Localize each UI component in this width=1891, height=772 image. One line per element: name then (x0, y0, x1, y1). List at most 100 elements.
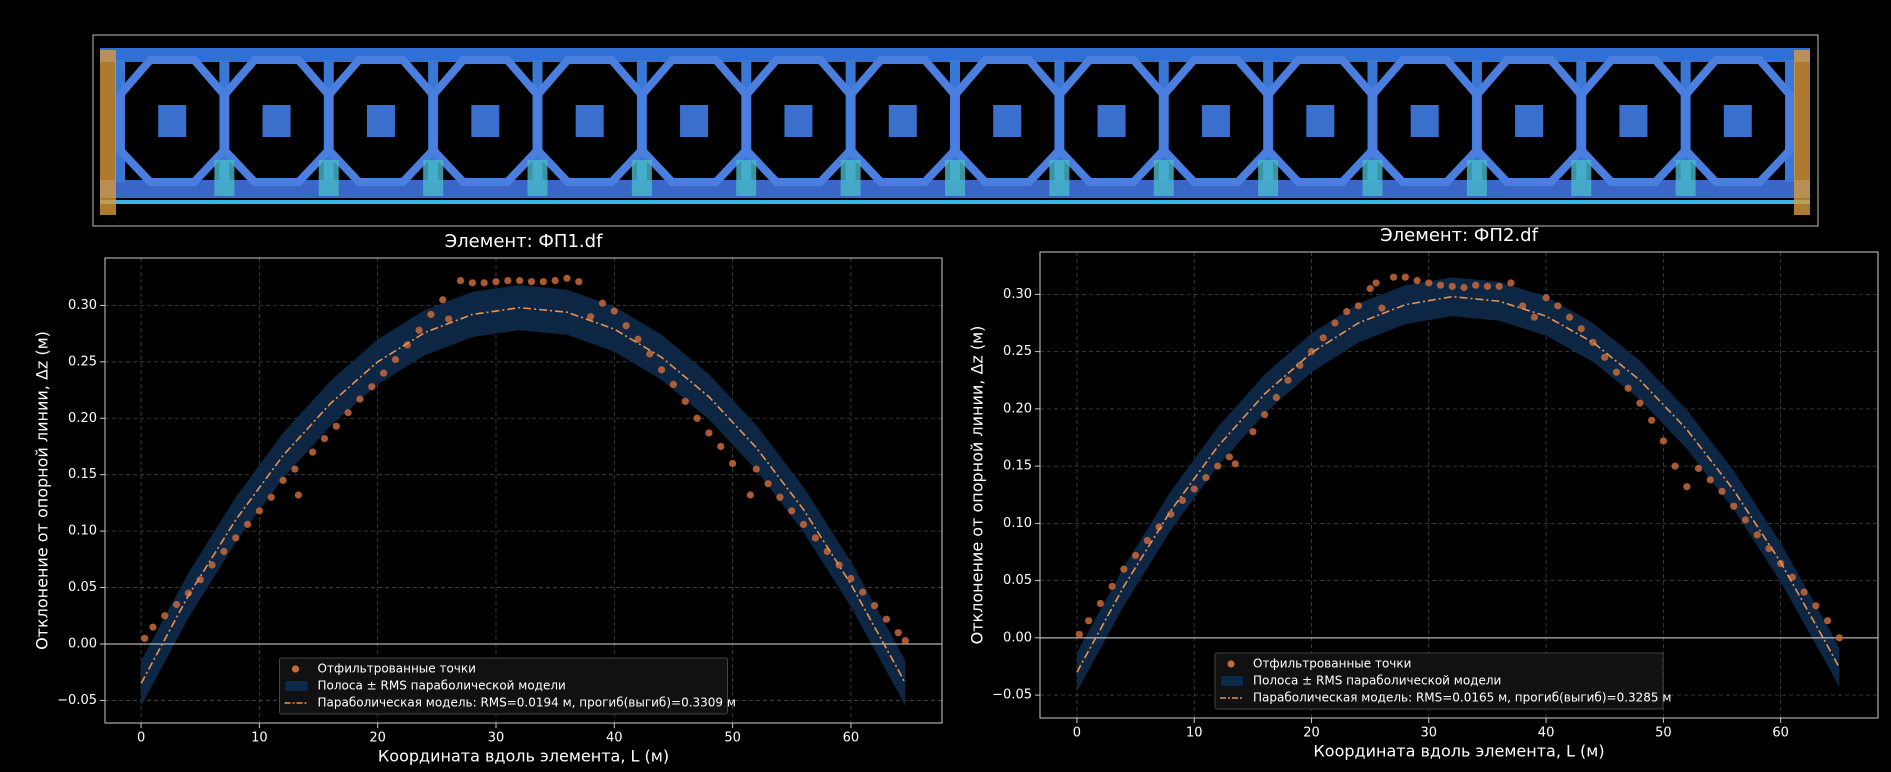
y-tick-label: 0.05 (68, 580, 97, 595)
data-point (1565, 313, 1574, 321)
data-point (1636, 399, 1644, 407)
data-point (1075, 630, 1083, 639)
data-point (184, 589, 193, 597)
gusset (1201, 105, 1230, 137)
data-point (1554, 302, 1562, 310)
plot-frame (1039, 251, 1879, 719)
y-tick-label: 0.25 (68, 354, 97, 369)
data-point (368, 383, 376, 391)
y-tick-label: 0.00 (68, 636, 97, 651)
data-point (811, 534, 820, 542)
data-point (1718, 487, 1726, 495)
data-point (1671, 462, 1679, 470)
data-point (610, 307, 618, 315)
data-point (1272, 393, 1280, 402)
y-tick-label: 0.05 (1003, 573, 1032, 588)
data-point (1390, 273, 1398, 281)
gusset (1515, 105, 1544, 137)
data-point (1448, 282, 1456, 290)
x-tick-label: 40 (606, 731, 623, 746)
data-point (539, 278, 547, 286)
data-point (1401, 273, 1409, 281)
data-point (380, 369, 388, 377)
data-point (1648, 416, 1656, 424)
data-point (243, 520, 252, 528)
data-point (681, 397, 689, 405)
data-point (427, 310, 435, 319)
data-point (1823, 617, 1832, 625)
gusset (680, 105, 709, 137)
data-point (1319, 334, 1327, 342)
end-left (100, 50, 116, 215)
legend-frame (279, 657, 728, 715)
deck-unit (945, 160, 965, 196)
data-point (1231, 460, 1239, 468)
data-point (1624, 384, 1632, 392)
point-cloud-image (92, 34, 1819, 227)
data-point (870, 602, 879, 610)
data-point (705, 429, 713, 437)
data-point (1472, 281, 1480, 289)
data-point (752, 465, 760, 473)
data-point (196, 576, 204, 584)
gusset (1306, 105, 1335, 137)
data-point (516, 276, 524, 285)
data-point (468, 279, 476, 287)
gusset (158, 105, 187, 137)
data-point (1495, 282, 1503, 290)
data-point (1085, 617, 1093, 625)
y-tick-label: 0.00 (1003, 630, 1032, 645)
chart-title: Элемент: ФП2.df (1380, 225, 1538, 246)
model-line (1076, 295, 1841, 673)
data-point (1436, 281, 1445, 289)
legend-swatch (285, 681, 308, 691)
y-tick-label: −0.05 (57, 693, 97, 708)
y-tick-label: 0.15 (1003, 459, 1032, 474)
deck-unit (1675, 160, 1696, 196)
data-point (776, 493, 784, 501)
data-point (1683, 483, 1691, 491)
gusset (471, 105, 500, 137)
plot-frame (104, 257, 943, 724)
deck-unit (318, 160, 339, 196)
legend-label: Параболическая модель: RMS=0.0165 м, про… (1253, 691, 1671, 705)
data-point (1120, 565, 1128, 573)
y-tick-label: 0.10 (68, 524, 97, 539)
deck-unit (840, 160, 861, 196)
x-tick-label: 20 (369, 731, 386, 746)
data-point (901, 637, 909, 645)
data-point (634, 335, 642, 343)
gusset (575, 105, 604, 137)
gusset (366, 105, 395, 137)
data-point (1659, 437, 1667, 445)
data-point (1519, 302, 1527, 310)
data-point (1131, 551, 1140, 560)
gusset (993, 105, 1022, 137)
data-point (669, 380, 678, 389)
data-point (456, 276, 465, 285)
y-tick-label: 0.20 (1003, 401, 1032, 416)
y-tick-label: 0.15 (68, 467, 97, 482)
data-point (1483, 282, 1492, 290)
data-point (1284, 376, 1292, 384)
x-axis-label: Координата вдоль элемента, L (м) (378, 747, 669, 766)
data-point (492, 278, 500, 286)
data-point (788, 507, 796, 515)
data-point (279, 476, 287, 484)
deck-unit (736, 160, 757, 196)
model-line (140, 306, 907, 684)
deck-unit (1362, 160, 1383, 196)
data-point (480, 279, 488, 287)
legend-label: Полоса ± RMS параболической модели (318, 679, 566, 693)
data-point (1706, 476, 1714, 484)
legend-label: Отфильтрованные точки (1253, 657, 1411, 671)
y-tick-label: 0.10 (1003, 516, 1032, 531)
gusset (784, 105, 813, 137)
data-point (551, 276, 559, 285)
deck-unit (1258, 160, 1279, 196)
data-point (1190, 485, 1198, 493)
x-tick-label: 20 (1303, 726, 1320, 741)
data-point (220, 547, 228, 556)
x-tick-label: 50 (1655, 726, 1672, 741)
top-chord (100, 48, 1810, 62)
